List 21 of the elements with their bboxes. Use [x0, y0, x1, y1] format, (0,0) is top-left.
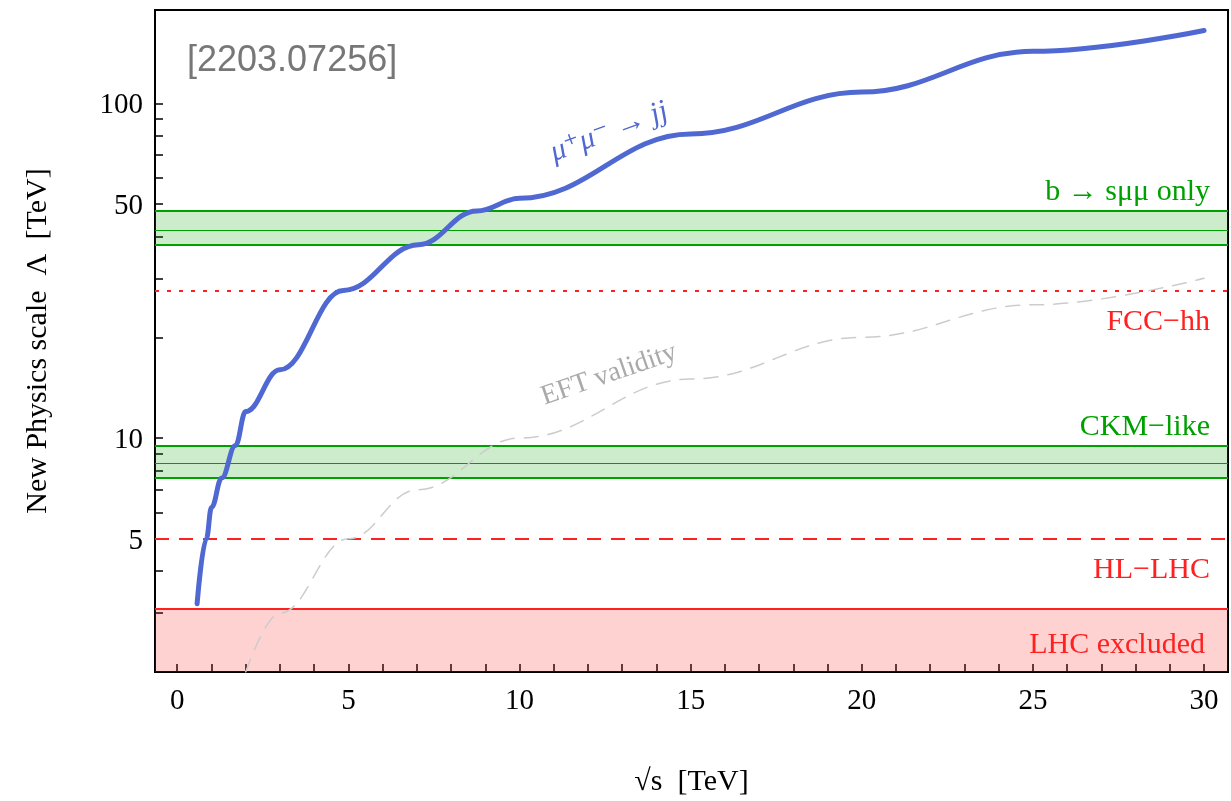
annotation: [2203.07256]	[187, 37, 398, 79]
x-axis-title: √s [TeV]	[634, 762, 749, 796]
x-tick-label: 25	[1018, 682, 1048, 715]
y-tick-label: 100	[99, 87, 143, 120]
y-tick-label: 5	[128, 522, 143, 555]
text: μ⁺μ⁻ → jj	[543, 92, 672, 168]
y-tick-label: 10	[114, 422, 143, 455]
y-axis-title: New Physics scale Λ [TeV]	[18, 168, 52, 514]
band-label: b → sμμ only	[1045, 173, 1210, 207]
x-tick-label: 10	[505, 682, 535, 715]
x-tick-label: 20	[847, 682, 877, 715]
x-tick-label: 15	[676, 682, 706, 715]
y-tick-label: 50	[114, 188, 143, 221]
x-tick-label: 5	[341, 682, 356, 715]
ref-line-label: HL−LHC	[1093, 551, 1210, 585]
x-tick-label: 30	[1189, 682, 1219, 715]
band-label: LHC excluded	[1029, 625, 1205, 659]
band-label: CKM−like	[1079, 407, 1210, 441]
ref-line-label: FCC−hh	[1106, 302, 1210, 336]
text: EFT validity	[536, 334, 681, 411]
x-tick-label: 0	[170, 682, 185, 715]
